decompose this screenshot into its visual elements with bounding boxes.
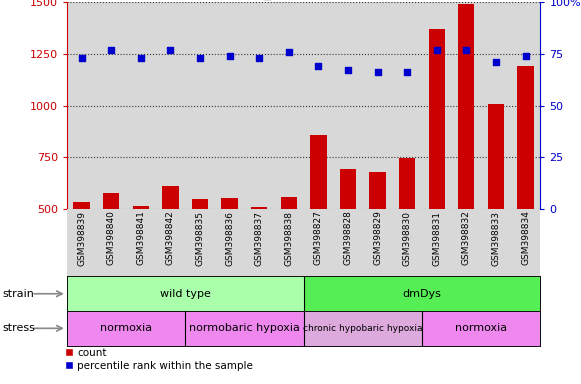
Text: GSM398829: GSM398829 [373,210,382,265]
Text: GSM398833: GSM398833 [492,210,500,266]
Text: GSM398841: GSM398841 [137,210,145,265]
Text: strain: strain [3,289,35,299]
Bar [185,311,304,346]
Bar [303,276,540,311]
Bar [310,135,327,209]
Bar [303,311,422,346]
Bar [251,207,267,209]
Text: GSM398832: GSM398832 [462,210,471,265]
Bar [370,172,386,209]
Bar [422,311,540,346]
Text: GSM398837: GSM398837 [254,210,264,266]
Text: GSM398831: GSM398831 [432,210,441,266]
Text: normoxia: normoxia [100,323,152,333]
Text: chronic hypobaric hypoxia: chronic hypobaric hypoxia [303,324,422,333]
Bar [518,66,534,209]
Point [343,67,353,73]
Text: GSM398830: GSM398830 [403,210,412,266]
Point [166,46,175,53]
Point [284,49,293,55]
Bar [67,276,303,311]
Point [195,55,205,61]
Bar [429,29,445,209]
Bar [67,311,185,346]
Text: GSM398840: GSM398840 [107,210,116,265]
Point [77,55,86,61]
Bar [162,187,178,209]
Bar [221,198,238,209]
Bar [281,197,297,209]
Bar [132,206,149,209]
Bar [399,159,415,209]
Bar [73,202,89,209]
Bar [340,169,356,209]
Point [106,46,116,53]
Bar [458,4,475,209]
Bar [103,193,119,209]
Text: GSM398835: GSM398835 [195,210,205,266]
Text: GSM398838: GSM398838 [284,210,293,266]
Text: stress: stress [3,323,36,333]
Text: wild type: wild type [160,289,211,299]
Text: GSM398827: GSM398827 [314,210,323,265]
Bar [488,104,504,209]
Text: normoxia: normoxia [455,323,507,333]
Point [136,55,145,61]
Text: GSM398842: GSM398842 [166,210,175,265]
Text: normobaric hypoxia: normobaric hypoxia [189,323,300,333]
Text: dmDys: dmDys [403,289,442,299]
Legend: count, percentile rank within the sample: count, percentile rank within the sample [60,344,257,375]
Text: GSM398839: GSM398839 [77,210,86,266]
Point [225,53,234,59]
Text: GSM398834: GSM398834 [521,210,530,265]
Point [492,59,501,65]
Bar [192,199,208,209]
Text: GSM398836: GSM398836 [225,210,234,266]
Point [314,63,323,69]
Point [432,46,442,53]
Point [254,55,264,61]
Text: GSM398828: GSM398828 [343,210,353,265]
Point [373,70,382,76]
Point [403,70,412,76]
Point [462,46,471,53]
Point [521,53,530,59]
